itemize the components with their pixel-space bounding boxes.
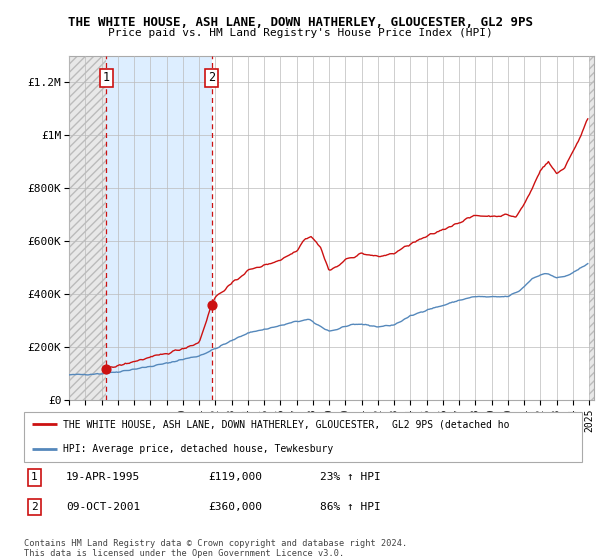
Text: £360,000: £360,000 [208,502,262,512]
Text: 2: 2 [31,502,37,512]
Text: 1: 1 [103,72,110,85]
Text: 23% ↑ HPI: 23% ↑ HPI [320,473,380,482]
Text: £119,000: £119,000 [208,473,262,482]
Text: 2: 2 [208,72,215,85]
Text: Contains HM Land Registry data © Crown copyright and database right 2024.
This d: Contains HM Land Registry data © Crown c… [24,539,407,558]
Bar [589,56,594,400]
Text: HPI: Average price, detached house, Tewkesbury: HPI: Average price, detached house, Tewk… [63,445,334,454]
Bar [69,56,106,400]
Bar [106,56,212,400]
Text: 86% ↑ HPI: 86% ↑ HPI [320,502,380,512]
Text: THE WHITE HOUSE, ASH LANE, DOWN HATHERLEY, GLOUCESTER, GL2 9PS: THE WHITE HOUSE, ASH LANE, DOWN HATHERLE… [67,16,533,29]
Text: 09-OCT-2001: 09-OCT-2001 [66,502,140,512]
FancyBboxPatch shape [24,412,582,462]
Text: THE WHITE HOUSE, ASH LANE, DOWN HATHERLEY, GLOUCESTER,  GL2 9PS (detached ho: THE WHITE HOUSE, ASH LANE, DOWN HATHERLE… [63,419,509,429]
Text: 1: 1 [31,473,37,482]
Point [207,301,217,310]
Text: Price paid vs. HM Land Registry's House Price Index (HPI): Price paid vs. HM Land Registry's House … [107,28,493,38]
Point [101,365,111,374]
Text: 19-APR-1995: 19-APR-1995 [66,473,140,482]
